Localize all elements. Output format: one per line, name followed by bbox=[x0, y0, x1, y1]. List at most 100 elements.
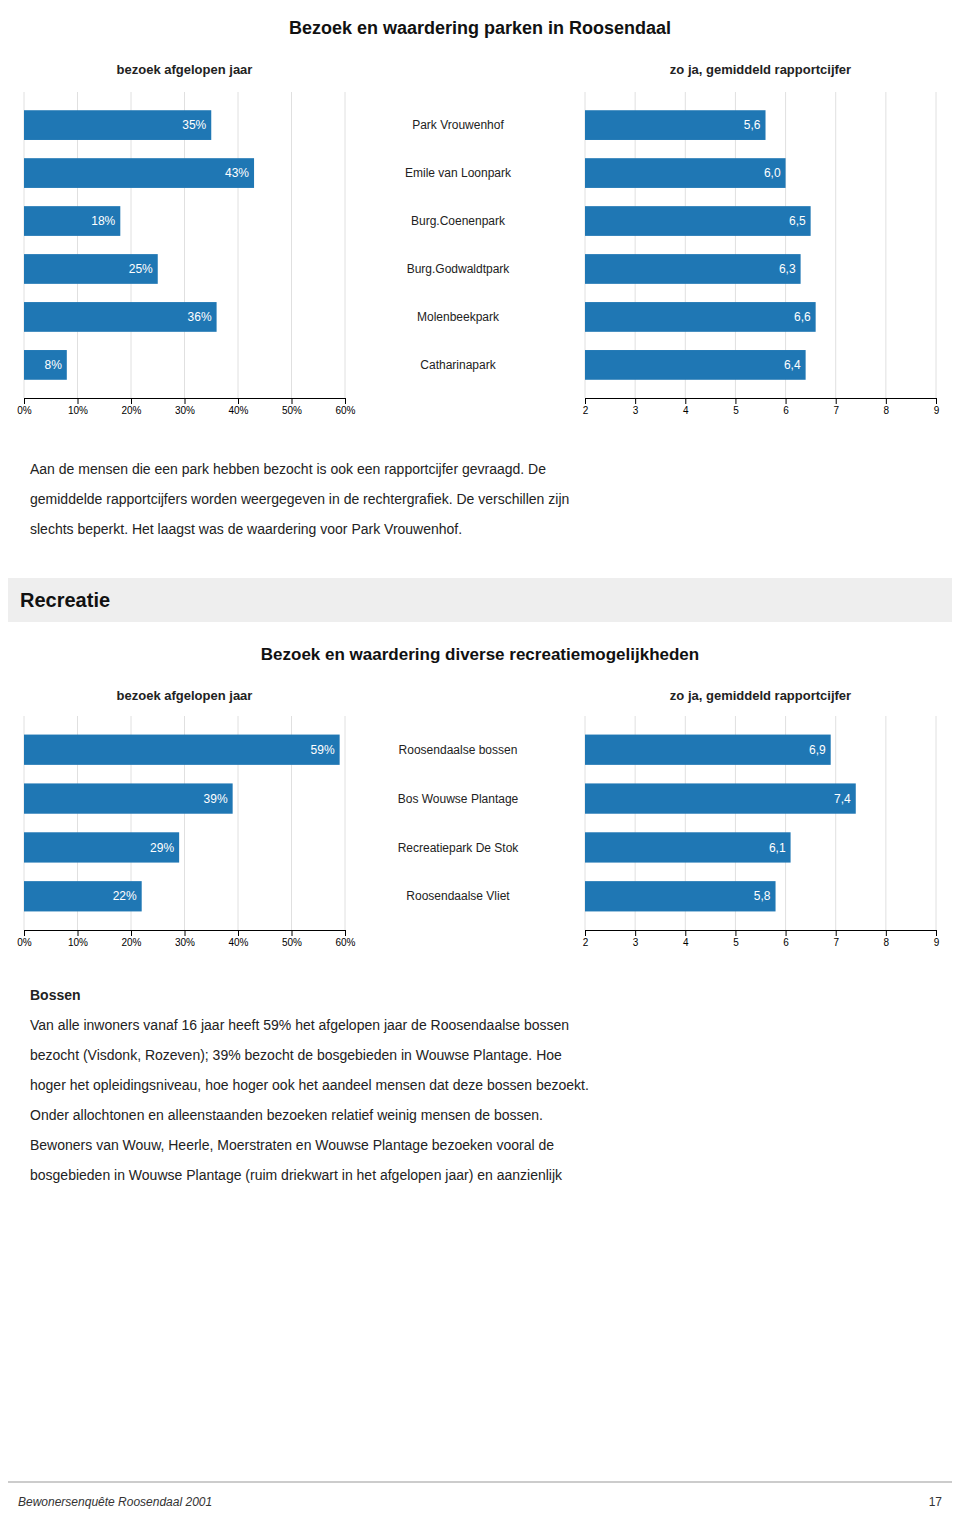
tick-label: 40% bbox=[228, 937, 248, 948]
data-labels: 59%39%29%22% bbox=[113, 743, 335, 904]
data-label: 6,3 bbox=[779, 262, 796, 276]
tick-mark bbox=[24, 398, 25, 404]
category-labels: Park VrouwenhofEmile van LoonparkBurg.Co… bbox=[405, 118, 512, 372]
x-tick: 40% bbox=[228, 930, 248, 948]
paragraph: Aan de mensen die een park hebben bezoch… bbox=[30, 461, 569, 537]
tick-mark bbox=[836, 930, 837, 936]
x-tick: 9 bbox=[934, 398, 940, 416]
tick-label: 0% bbox=[17, 405, 32, 416]
category-label: Roosendaalse bossen bbox=[399, 743, 518, 757]
tick-mark bbox=[78, 930, 79, 936]
tick-mark bbox=[735, 930, 736, 936]
bar-panel: zo ja, gemiddeld rapportcijfer6,97,46,15… bbox=[583, 688, 940, 948]
tick-mark bbox=[936, 930, 937, 936]
tick-mark bbox=[886, 930, 887, 936]
data-label: 25% bbox=[129, 262, 153, 276]
x-tick: 9 bbox=[934, 930, 940, 948]
axis-line bbox=[586, 399, 937, 405]
bar bbox=[585, 110, 766, 140]
x-tick: 30% bbox=[175, 398, 195, 416]
tick-label: 4 bbox=[683, 937, 689, 948]
bar bbox=[585, 832, 791, 862]
tick-mark bbox=[185, 930, 186, 936]
bar bbox=[24, 254, 158, 284]
data-label: 36% bbox=[188, 310, 212, 324]
x-tick: 5 bbox=[733, 930, 739, 948]
paragraph-heading: Bossen bbox=[30, 987, 81, 1003]
category-labels: Roosendaalse bossenBos Wouwse PlantageRe… bbox=[398, 743, 520, 904]
x-tick: 2 bbox=[583, 930, 589, 948]
bar bbox=[24, 832, 179, 862]
bar bbox=[24, 206, 120, 236]
x-tick: 4 bbox=[683, 930, 689, 948]
x-tick: 6 bbox=[783, 930, 789, 948]
grid-line bbox=[345, 92, 346, 398]
bar bbox=[585, 783, 856, 813]
x-tick: 60% bbox=[335, 398, 355, 416]
tick-label: 50% bbox=[282, 405, 302, 416]
tick-mark bbox=[292, 398, 293, 404]
category-label: Burg.Coenenpark bbox=[411, 214, 506, 228]
data-label: 29% bbox=[150, 841, 174, 855]
data-labels: 35%43%18%25%36%8% bbox=[44, 118, 249, 372]
data-label: 8% bbox=[44, 358, 62, 372]
paragraph-line: Bewoners van Wouw, Heerle, Moerstraten e… bbox=[30, 1137, 554, 1153]
data-label: 6,0 bbox=[764, 166, 781, 180]
page-number: 17 bbox=[929, 1495, 943, 1509]
data-label: 6,1 bbox=[769, 841, 786, 855]
tick-label: 2 bbox=[583, 937, 589, 948]
bar bbox=[24, 350, 67, 380]
bar bbox=[24, 881, 142, 911]
bar bbox=[24, 735, 340, 765]
tick-label: 30% bbox=[175, 405, 195, 416]
x-tick: 0% bbox=[17, 398, 32, 416]
data-labels: 5,66,06,56,36,66,4 bbox=[744, 118, 811, 372]
data-label: 6,5 bbox=[789, 214, 806, 228]
x-tick: 5 bbox=[733, 398, 739, 416]
tick-mark bbox=[345, 398, 346, 404]
bar bbox=[24, 783, 233, 813]
bars bbox=[585, 110, 816, 380]
chart-title: Bezoek en waardering parken in Roosendaa… bbox=[289, 18, 671, 38]
x-axis: 23456789 bbox=[583, 398, 940, 416]
bar-panel: bezoek afgelopen jaar35%43%18%25%36%8%0%… bbox=[17, 62, 355, 416]
data-label: 5,6 bbox=[744, 118, 761, 132]
bar bbox=[585, 350, 806, 380]
paragraph-line: bezocht (Visdonk, Rozeven); 39% bezocht … bbox=[30, 1047, 562, 1063]
paragraph: BossenVan alle inwoners vanaf 16 jaar he… bbox=[30, 987, 589, 1183]
tick-label: 20% bbox=[121, 937, 141, 948]
tick-mark bbox=[936, 398, 937, 404]
data-label: 5,8 bbox=[754, 889, 771, 903]
tick-label: 9 bbox=[934, 937, 940, 948]
tick-label: 10% bbox=[68, 405, 88, 416]
tick-mark bbox=[635, 930, 636, 936]
x-tick: 7 bbox=[833, 398, 839, 416]
bar-panel: bezoek afgelopen jaar59%39%29%22%0%10%20… bbox=[17, 688, 355, 948]
grid-line bbox=[238, 92, 239, 398]
tick-mark bbox=[345, 930, 346, 936]
x-tick: 10% bbox=[68, 398, 88, 416]
bar bbox=[24, 158, 254, 188]
tick-mark bbox=[238, 930, 239, 936]
section-label: Recreatie bbox=[20, 589, 110, 611]
tick-mark bbox=[685, 398, 686, 404]
x-tick: 6 bbox=[783, 398, 789, 416]
x-axis: 23456789 bbox=[583, 930, 940, 948]
grid-line bbox=[936, 92, 937, 398]
tick-label: 2 bbox=[583, 405, 589, 416]
data-label: 22% bbox=[113, 889, 137, 903]
tick-mark bbox=[131, 398, 132, 404]
tick-label: 10% bbox=[68, 937, 88, 948]
x-tick: 50% bbox=[282, 398, 302, 416]
x-tick: 40% bbox=[228, 398, 248, 416]
bar bbox=[585, 735, 831, 765]
grid-line bbox=[291, 92, 292, 398]
x-tick: 20% bbox=[121, 398, 141, 416]
paragraph-line: gemiddelde rapportcijfers worden weergeg… bbox=[30, 491, 569, 507]
tick-label: 7 bbox=[833, 405, 839, 416]
category-label: Bos Wouwse Plantage bbox=[398, 792, 519, 806]
data-label: 59% bbox=[311, 743, 335, 757]
category-label: Molenbeekpark bbox=[417, 310, 500, 324]
grid-line bbox=[835, 716, 836, 930]
tick-mark bbox=[78, 398, 79, 404]
